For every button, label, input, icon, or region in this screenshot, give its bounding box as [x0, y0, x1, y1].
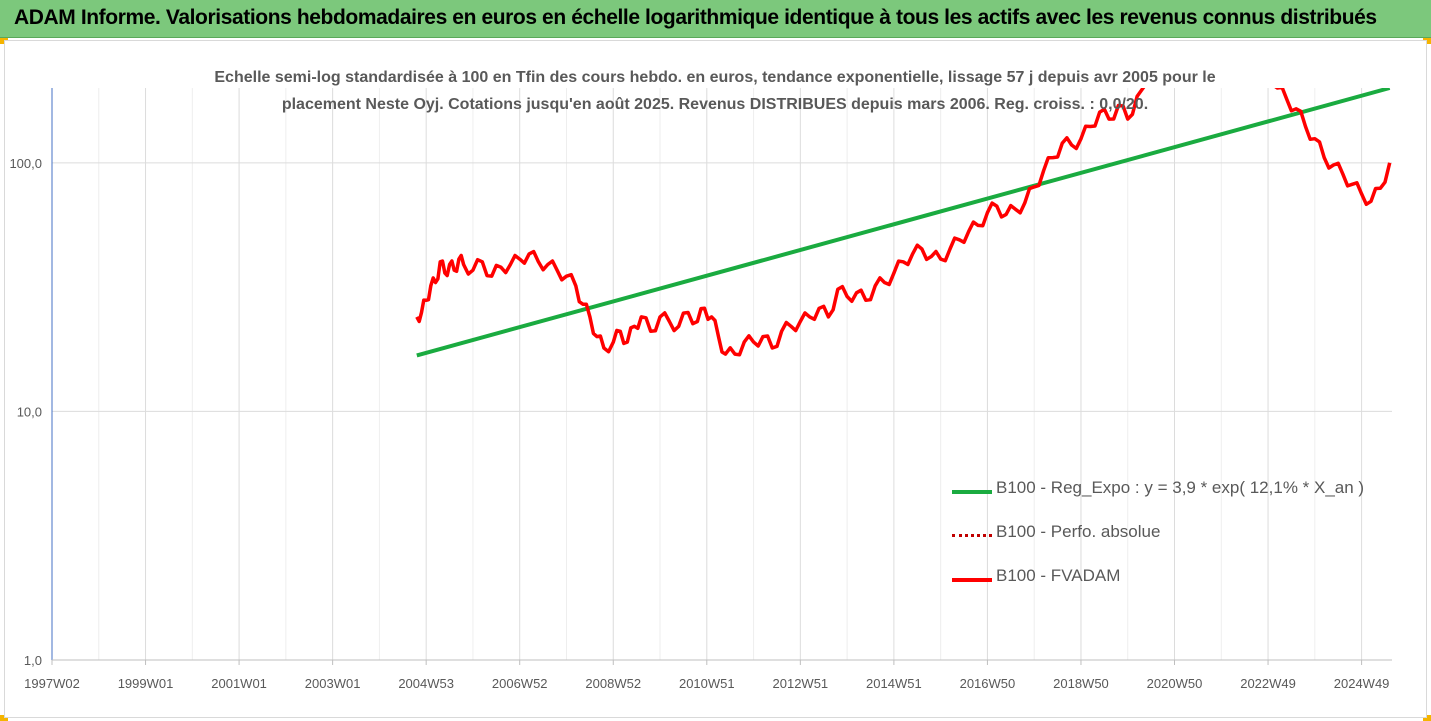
subtitle-line-2: placement Neste Oyj. Cotations jusqu'en … [281, 96, 1149, 113]
legend-label-fvadam: B100 - FVADAM [996, 566, 1121, 585]
legend-item-regression: B100 - Reg_Expo : y = 3,9 * exp( 12,1% *… [946, 478, 1386, 522]
regression-line [416, 88, 1391, 358]
legend-item-perfo-absolue: B100 - Perfo. absolue [946, 522, 1386, 566]
legend-swatch-regression [952, 490, 992, 494]
x-tick-label: 2001W01 [211, 676, 267, 691]
corner-marker-bottom-right [1423, 715, 1431, 721]
y-tick-label: 1,0 [24, 653, 42, 668]
x-tick-label: 2008W52 [585, 676, 641, 691]
legend-label-regression: B100 - Reg_Expo : y = 3,9 * exp( 12,1% *… [996, 478, 1365, 497]
report-title: ADAM Informe. Valorisations hebdomadaire… [14, 6, 1377, 29]
chart-area [4, 40, 1427, 718]
corner-marker-bottom-left [0, 715, 8, 721]
corner-marker-top-right [1423, 38, 1431, 44]
title-banner: ADAM Informe. Valorisations hebdomadaire… [0, 0, 1431, 38]
legend-item-fvadam: B100 - FVADAM [946, 566, 1386, 610]
x-tick-label: 1999W01 [118, 676, 174, 691]
legend-swatch-perfo-absolue [952, 534, 992, 537]
fvadam-line [415, 88, 1392, 357]
chart-subtitle: Echelle semi-log standardisée à 100 en T… [150, 64, 1280, 118]
subtitle-line-1: Echelle semi-log standardisée à 100 en T… [214, 69, 1216, 86]
legend-swatch-fvadam [952, 578, 992, 582]
x-tick-label: 2024W49 [1334, 676, 1390, 691]
x-tick-label: 2010W51 [679, 676, 735, 691]
x-tick-label: 2003W01 [305, 676, 361, 691]
y-tick-label: 10,0 [17, 404, 42, 419]
chart-legend: B100 - Reg_Expo : y = 3,9 * exp( 12,1% *… [946, 478, 1386, 610]
x-tick-label: 2012W51 [773, 676, 829, 691]
legend-label-perfo-absolue: B100 - Perfo. absolue [996, 522, 1161, 541]
x-tick-label: 2006W52 [492, 676, 548, 691]
x-tick-label: 2016W50 [960, 676, 1016, 691]
x-tick-label: 1997W02 [24, 676, 80, 691]
x-tick-label: 2022W49 [1240, 676, 1296, 691]
x-tick-label: 2018W50 [1053, 676, 1109, 691]
x-tick-label: 2014W51 [866, 676, 922, 691]
x-tick-label: 2020W50 [1147, 676, 1203, 691]
x-tick-label: 2004W53 [398, 676, 454, 691]
y-tick-label: 100,0 [9, 156, 42, 171]
